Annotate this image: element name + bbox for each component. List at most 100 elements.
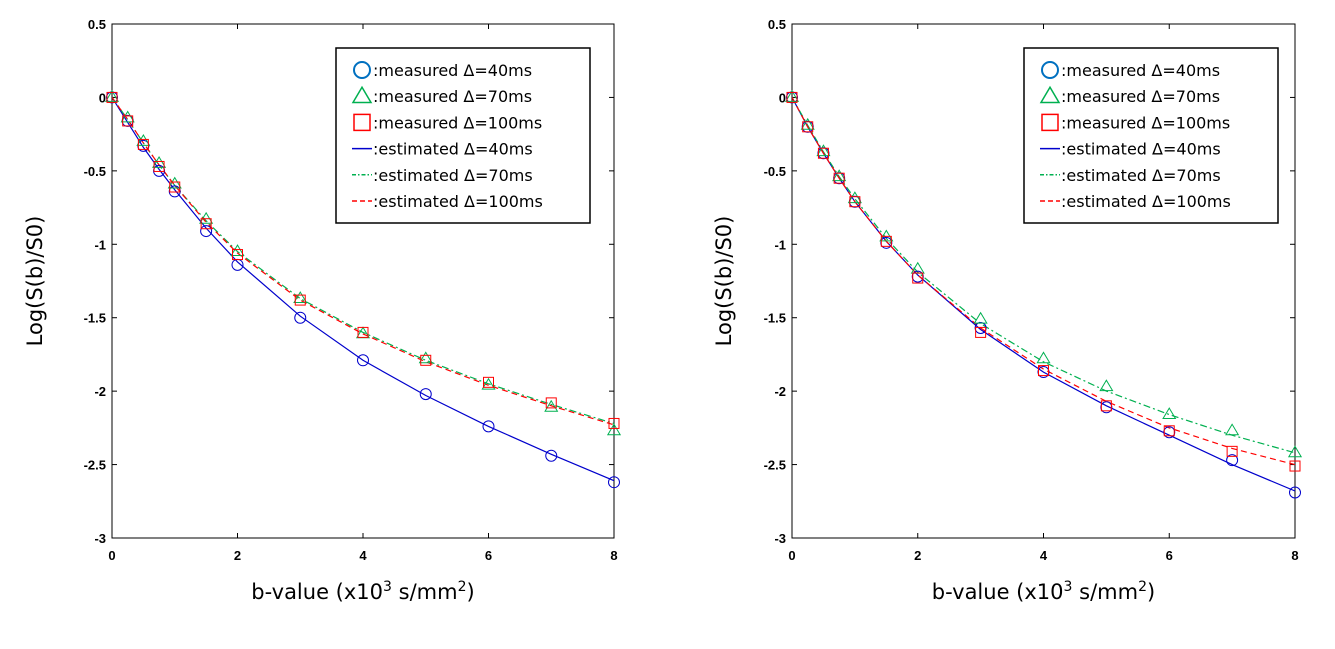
y-tick-label: -2.5 — [764, 458, 786, 473]
x-tick-label: 4 — [1040, 548, 1048, 563]
legend-symbol-circle — [353, 61, 371, 79]
legend: :measured Δ=40ms :measured Δ=70ms :measure… — [1023, 47, 1279, 224]
legend-symbol-triangle — [1039, 85, 1061, 104]
y-tick-label: 0.5 — [768, 17, 786, 32]
data-point-square — [232, 249, 243, 261]
data-point-triangle — [152, 156, 167, 168]
x-tick-label: 6 — [485, 548, 492, 563]
x-axis-label: b-value (x103 s/mm2) — [251, 579, 474, 604]
legend-symbol-square — [353, 113, 371, 132]
data-point-square — [169, 181, 181, 193]
legend-symbol-square — [1041, 113, 1059, 132]
x-axis-label: b-value (x103 s/mm2) — [932, 579, 1155, 604]
data-point-square — [849, 196, 861, 208]
x-tick-label: 2 — [234, 548, 241, 563]
data-point-triangle — [1036, 351, 1051, 364]
data-point-triangle — [104, 89, 120, 102]
y-tick-label: -0.5 — [84, 164, 106, 179]
x-tick-label: 2 — [914, 548, 921, 563]
data-point-circle — [294, 311, 307, 324]
data-point-circle — [1226, 454, 1239, 467]
x-axis-label-part: 3 — [1064, 579, 1073, 595]
data-point-square — [912, 272, 924, 284]
x-tick-label: 0 — [788, 548, 795, 563]
y-tick-label: -2.5 — [84, 458, 106, 473]
legend-label: :measured Δ=40ms — [373, 61, 532, 80]
y-tick-label: 0.5 — [88, 17, 106, 32]
data-point-triangle — [544, 399, 559, 412]
data-point-triangle — [606, 423, 622, 436]
data-point-triangle — [120, 110, 135, 123]
data-point-circle — [482, 420, 495, 433]
y-tick-label: 0 — [99, 90, 106, 105]
data-point-square — [200, 218, 212, 230]
y-tick-label: -1 — [94, 237, 106, 252]
series-line-dashdot-green — [792, 97, 1295, 454]
data-point-triangle — [1287, 445, 1303, 458]
y-tick-label: -2 — [774, 384, 786, 399]
data-point-square — [106, 91, 118, 103]
data-point-triangle — [1099, 379, 1114, 392]
data-point-circle — [200, 225, 213, 238]
series-line-dashed-red — [792, 97, 1295, 466]
legend-box — [1023, 47, 1279, 224]
series-line-dashed-red — [112, 97, 614, 426]
data-point-circle — [1289, 486, 1301, 499]
data-point-square — [817, 147, 829, 159]
data-point-triangle — [1162, 407, 1177, 420]
data-point-triangle — [293, 291, 308, 304]
data-point-triangle — [167, 176, 182, 189]
data-point-square — [786, 91, 798, 103]
data-point-triangle — [847, 191, 862, 204]
legend-label: :estimated Δ=70ms — [1061, 166, 1221, 185]
data-point-circle — [357, 354, 369, 367]
data-point-square — [483, 376, 494, 388]
data-point-square — [1100, 400, 1112, 412]
x-axis-label-part: b-value (x10 — [932, 580, 1064, 604]
y-axis-label: Log(S(b)/S0) — [712, 216, 736, 347]
data-point-triangle — [816, 144, 831, 157]
legend-symbol-triangle — [351, 85, 373, 104]
legend-box — [335, 47, 591, 224]
data-point-square — [294, 294, 306, 306]
data-point-triangle — [481, 377, 496, 390]
legend-label: :measured Δ=70ms — [1061, 87, 1220, 106]
chart-panel-right: 0.50-0.5-1-1.5-2-2.5-30 2 4 6 8Log(S(b)/S0)b… — [712, 17, 1303, 604]
legend-label: :measured Δ=100ms — [1061, 113, 1230, 132]
data-point-triangle — [800, 117, 815, 130]
x-axis-label-part: s/mm — [392, 580, 458, 604]
data-point-square — [1289, 460, 1301, 472]
data-point-circle — [419, 388, 432, 401]
data-point-square — [357, 326, 369, 338]
y-tick-label: -0.5 — [764, 164, 786, 179]
x-axis-label-part: ) — [466, 580, 474, 604]
x-axis-label-part: 2 — [458, 579, 467, 595]
legend-label: :estimated Δ=100ms — [373, 192, 543, 211]
data-point-triangle — [136, 134, 151, 146]
legend-label: :measured Δ=40ms — [1061, 61, 1220, 80]
data-point-square — [420, 354, 432, 366]
data-point-triangle — [418, 351, 433, 364]
x-tick-label: 0 — [108, 548, 115, 563]
data-point-triangle — [832, 169, 847, 182]
y-tick-label: -1.5 — [764, 311, 786, 326]
data-point-triangle — [199, 211, 214, 224]
legend: :measured Δ=40ms:measured Δ=70ms:measure… — [335, 47, 591, 224]
data-point-square — [1226, 445, 1238, 457]
x-tick-label: 6 — [1166, 548, 1173, 563]
y-tick-label: -3 — [774, 531, 786, 546]
data-point-circle — [545, 449, 558, 462]
data-point-square — [975, 326, 987, 338]
data-point-square — [122, 115, 134, 127]
y-tick-label: -2 — [94, 384, 106, 399]
data-point-square — [1038, 365, 1049, 377]
data-point-square — [153, 160, 165, 172]
legend-label: :estimated Δ=40ms — [1061, 140, 1221, 159]
y-tick-label: -1 — [774, 237, 786, 252]
y-axis-label: Log(S(b)/S0) — [23, 216, 47, 347]
data-point-square — [608, 417, 620, 429]
legend-label: :measured Δ=100ms — [373, 113, 542, 132]
x-axis-label-part: b-value (x10 — [251, 580, 383, 604]
x-axis-label-part: 2 — [1138, 579, 1147, 595]
data-point-square — [802, 121, 814, 133]
